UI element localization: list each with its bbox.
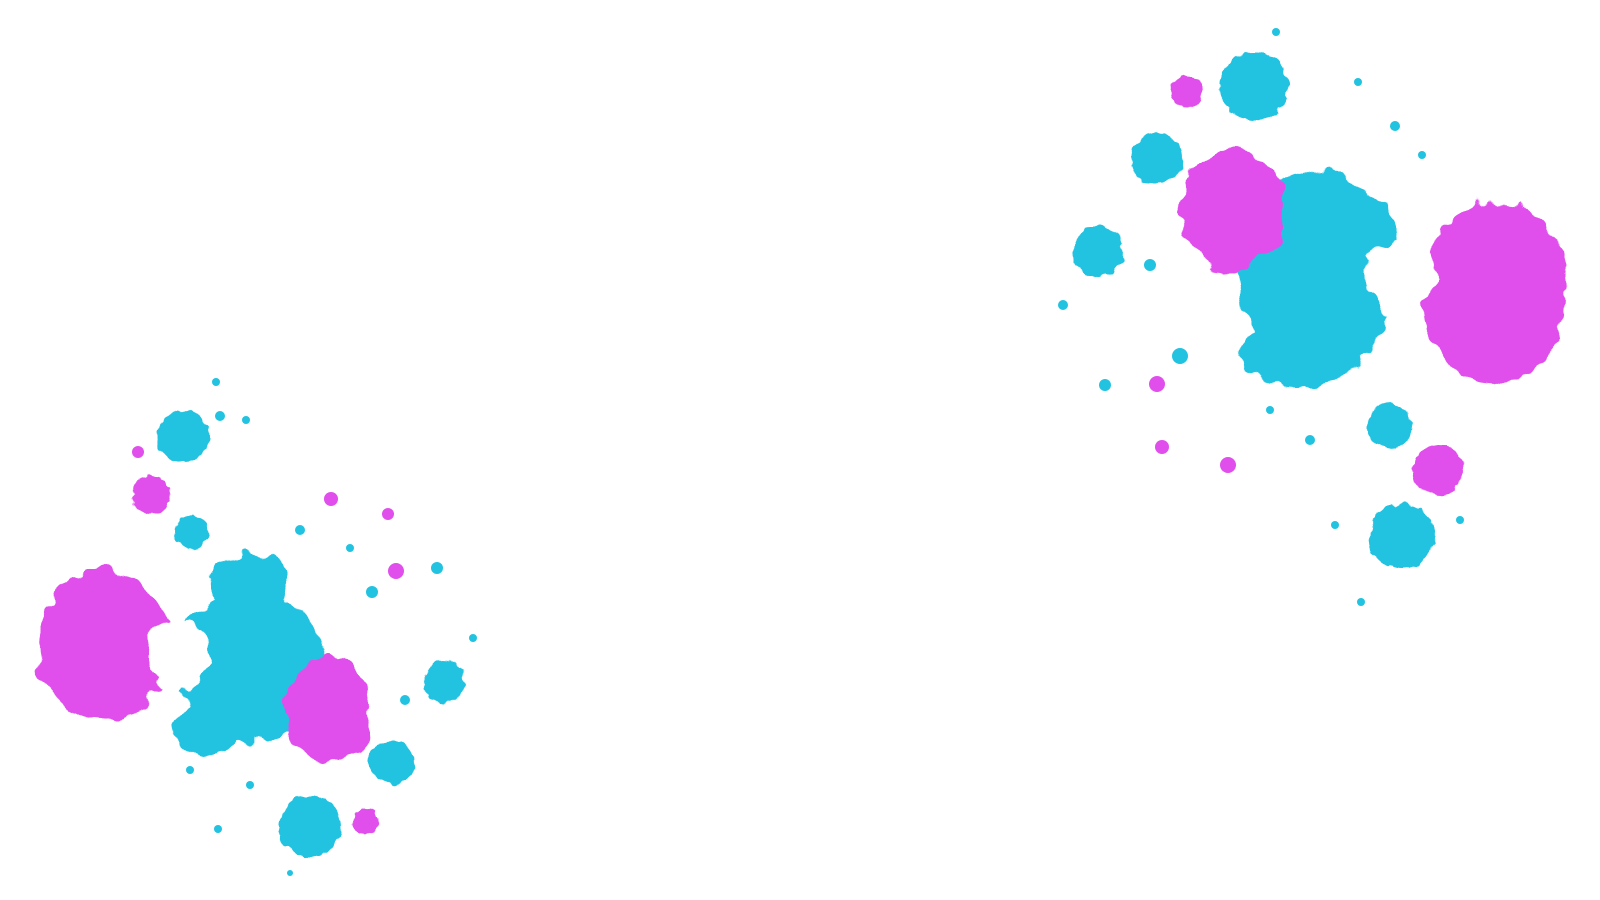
speck [1172,348,1188,364]
cyan-drop [423,661,465,703]
cyan-drop [1073,227,1123,277]
cyan-drop [157,410,209,462]
cyan-splat [208,554,288,626]
cyan-splat [175,704,235,756]
splat-hole [1366,241,1434,313]
speck [246,781,254,789]
speck [1390,121,1400,131]
speck [1144,259,1156,271]
cyan-drop [1369,503,1435,569]
speck [346,544,354,552]
cyan-drop [370,740,414,784]
speck [1099,379,1111,391]
speck [1266,406,1274,414]
magenta-drop [132,476,170,514]
speck [1456,516,1464,524]
speck [431,562,443,574]
cyan-splat [1240,325,1360,385]
cyan-drop [1368,404,1412,448]
magenta-splat [1423,200,1567,384]
magenta-splat [37,570,169,722]
speck [132,446,144,458]
speck [400,695,410,705]
magenta-drop [1413,445,1463,495]
speck [295,525,305,535]
speck [1305,435,1315,445]
cyan-drop [279,795,341,857]
speckles [132,378,477,876]
speck [287,870,293,876]
speck [242,416,250,424]
speck [1058,300,1068,310]
speck [1272,28,1280,36]
speck [1354,78,1362,86]
magenta-drop [353,808,379,834]
cyan-drop [175,515,209,549]
speck [324,492,338,506]
speck [1418,151,1426,159]
speck [212,378,220,386]
large-blobs [37,554,372,762]
speck [1331,521,1339,529]
splat-hole [146,619,210,691]
speck [382,508,394,520]
splatter-top-right [1058,28,1567,606]
cyan-drop [1220,52,1288,120]
speck [1155,440,1169,454]
speck [186,766,194,774]
small-blobs [132,410,465,857]
magenta-splat [284,658,372,762]
magenta-drop [1171,76,1203,108]
small-blobs [1073,52,1463,569]
magenta-splat [1181,150,1285,270]
speck [215,411,225,421]
splatter-bottom-left [37,378,477,876]
speck [388,563,404,579]
speck [214,825,222,833]
speck [1220,457,1236,473]
speck [469,634,477,642]
speck [366,586,378,598]
large-blobs [1181,150,1567,385]
speck [1149,376,1165,392]
cyan-drop [1131,132,1183,184]
speckles [1058,28,1464,606]
speck [1357,598,1365,606]
